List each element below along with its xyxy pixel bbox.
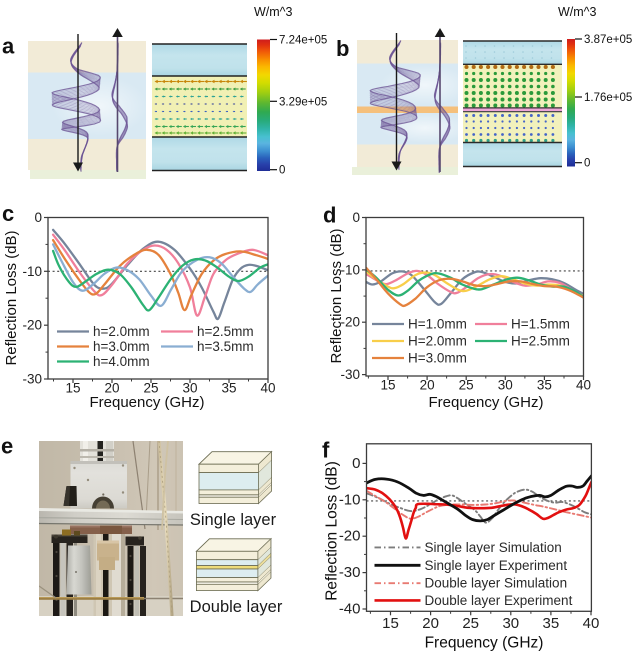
svg-text:30: 30 [502, 615, 519, 632]
svg-text:-30: -30 [22, 372, 42, 387]
svg-text:-10: -10 [22, 264, 42, 279]
svg-text:40: 40 [576, 378, 591, 393]
svg-text:-20: -20 [340, 315, 360, 330]
svg-text:35: 35 [221, 381, 236, 396]
svg-text:Single layer Simulation: Single layer Simulation [425, 540, 562, 555]
svg-text:0: 0 [352, 455, 360, 472]
svg-text:W/m^3: W/m^3 [558, 5, 597, 19]
svg-text:0: 0 [279, 165, 285, 177]
svg-text:H=2.5mm: H=2.5mm [511, 334, 570, 349]
svg-text:40: 40 [583, 615, 600, 632]
svg-text:35: 35 [537, 378, 552, 393]
svg-text:Reflection Loss (dB): Reflection Loss (dB) [328, 228, 345, 363]
svg-text:0: 0 [352, 210, 360, 225]
svg-text:-40: -40 [339, 601, 361, 618]
svg-text:h=3.5mm: h=3.5mm [197, 339, 254, 354]
svg-text:-20: -20 [22, 318, 42, 333]
svg-text:25: 25 [459, 378, 474, 393]
svg-text:7.24e+05: 7.24e+05 [279, 35, 327, 47]
svg-text:Frequency (GHz): Frequency (GHz) [89, 394, 204, 411]
svg-text:15: 15 [382, 615, 399, 632]
svg-text:25: 25 [462, 615, 479, 632]
svg-text:30: 30 [182, 381, 197, 396]
svg-text:Frequency (GHz): Frequency (GHz) [425, 635, 544, 652]
svg-text:20: 20 [420, 378, 435, 393]
svg-text:3.29e+05: 3.29e+05 [279, 96, 327, 108]
svg-text:3.87e+05: 3.87e+05 [584, 34, 632, 46]
svg-text:Reflection Loss (dB): Reflection Loss (dB) [3, 230, 20, 365]
svg-text:h=3.0mm: h=3.0mm [93, 339, 150, 354]
svg-text:h=4.0mm: h=4.0mm [93, 354, 150, 369]
svg-text:d: d [323, 203, 336, 228]
svg-text:15: 15 [65, 381, 80, 396]
svg-text:-20: -20 [339, 528, 361, 545]
svg-text:15: 15 [380, 378, 395, 393]
svg-text:20: 20 [104, 381, 119, 396]
svg-text:0: 0 [584, 158, 590, 170]
svg-text:h=2.0mm: h=2.0mm [93, 324, 150, 339]
svg-text:e: e [1, 434, 13, 459]
svg-text:Frequency (GHz): Frequency (GHz) [428, 394, 543, 411]
svg-text:f: f [322, 438, 330, 463]
svg-text:H=1.0mm: H=1.0mm [408, 317, 467, 332]
svg-text:30: 30 [498, 378, 513, 393]
svg-text:b: b [336, 36, 349, 61]
svg-text:Reflection Loss (dB): Reflection Loss (dB) [324, 461, 341, 601]
svg-text:-10: -10 [340, 262, 360, 277]
svg-text:Single layer Experiment: Single layer Experiment [425, 558, 568, 573]
svg-text:W/m^3: W/m^3 [254, 5, 293, 19]
svg-text:Double layer Experiment: Double layer Experiment [425, 593, 573, 608]
svg-text:H=2.0mm: H=2.0mm [408, 334, 467, 349]
svg-text:20: 20 [422, 615, 439, 632]
svg-text:Single layer: Single layer [190, 511, 277, 529]
svg-text:Double layer: Double layer [190, 598, 283, 616]
svg-text:c: c [2, 201, 14, 226]
svg-text:-30: -30 [339, 564, 361, 581]
svg-text:-30: -30 [340, 367, 360, 382]
svg-text:0: 0 [34, 210, 42, 225]
svg-text:H=3.0mm: H=3.0mm [408, 351, 467, 366]
svg-text:-10: -10 [339, 491, 361, 508]
svg-text:25: 25 [143, 381, 158, 396]
svg-text:1.76e+05: 1.76e+05 [584, 92, 632, 104]
svg-text:Double layer Simulation: Double layer Simulation [425, 576, 568, 591]
svg-text:h=2.5mm: h=2.5mm [197, 324, 254, 339]
svg-text:H=1.5mm: H=1.5mm [511, 317, 570, 332]
svg-text:40: 40 [260, 381, 275, 396]
svg-text:a: a [2, 34, 15, 59]
svg-text:35: 35 [543, 615, 560, 632]
